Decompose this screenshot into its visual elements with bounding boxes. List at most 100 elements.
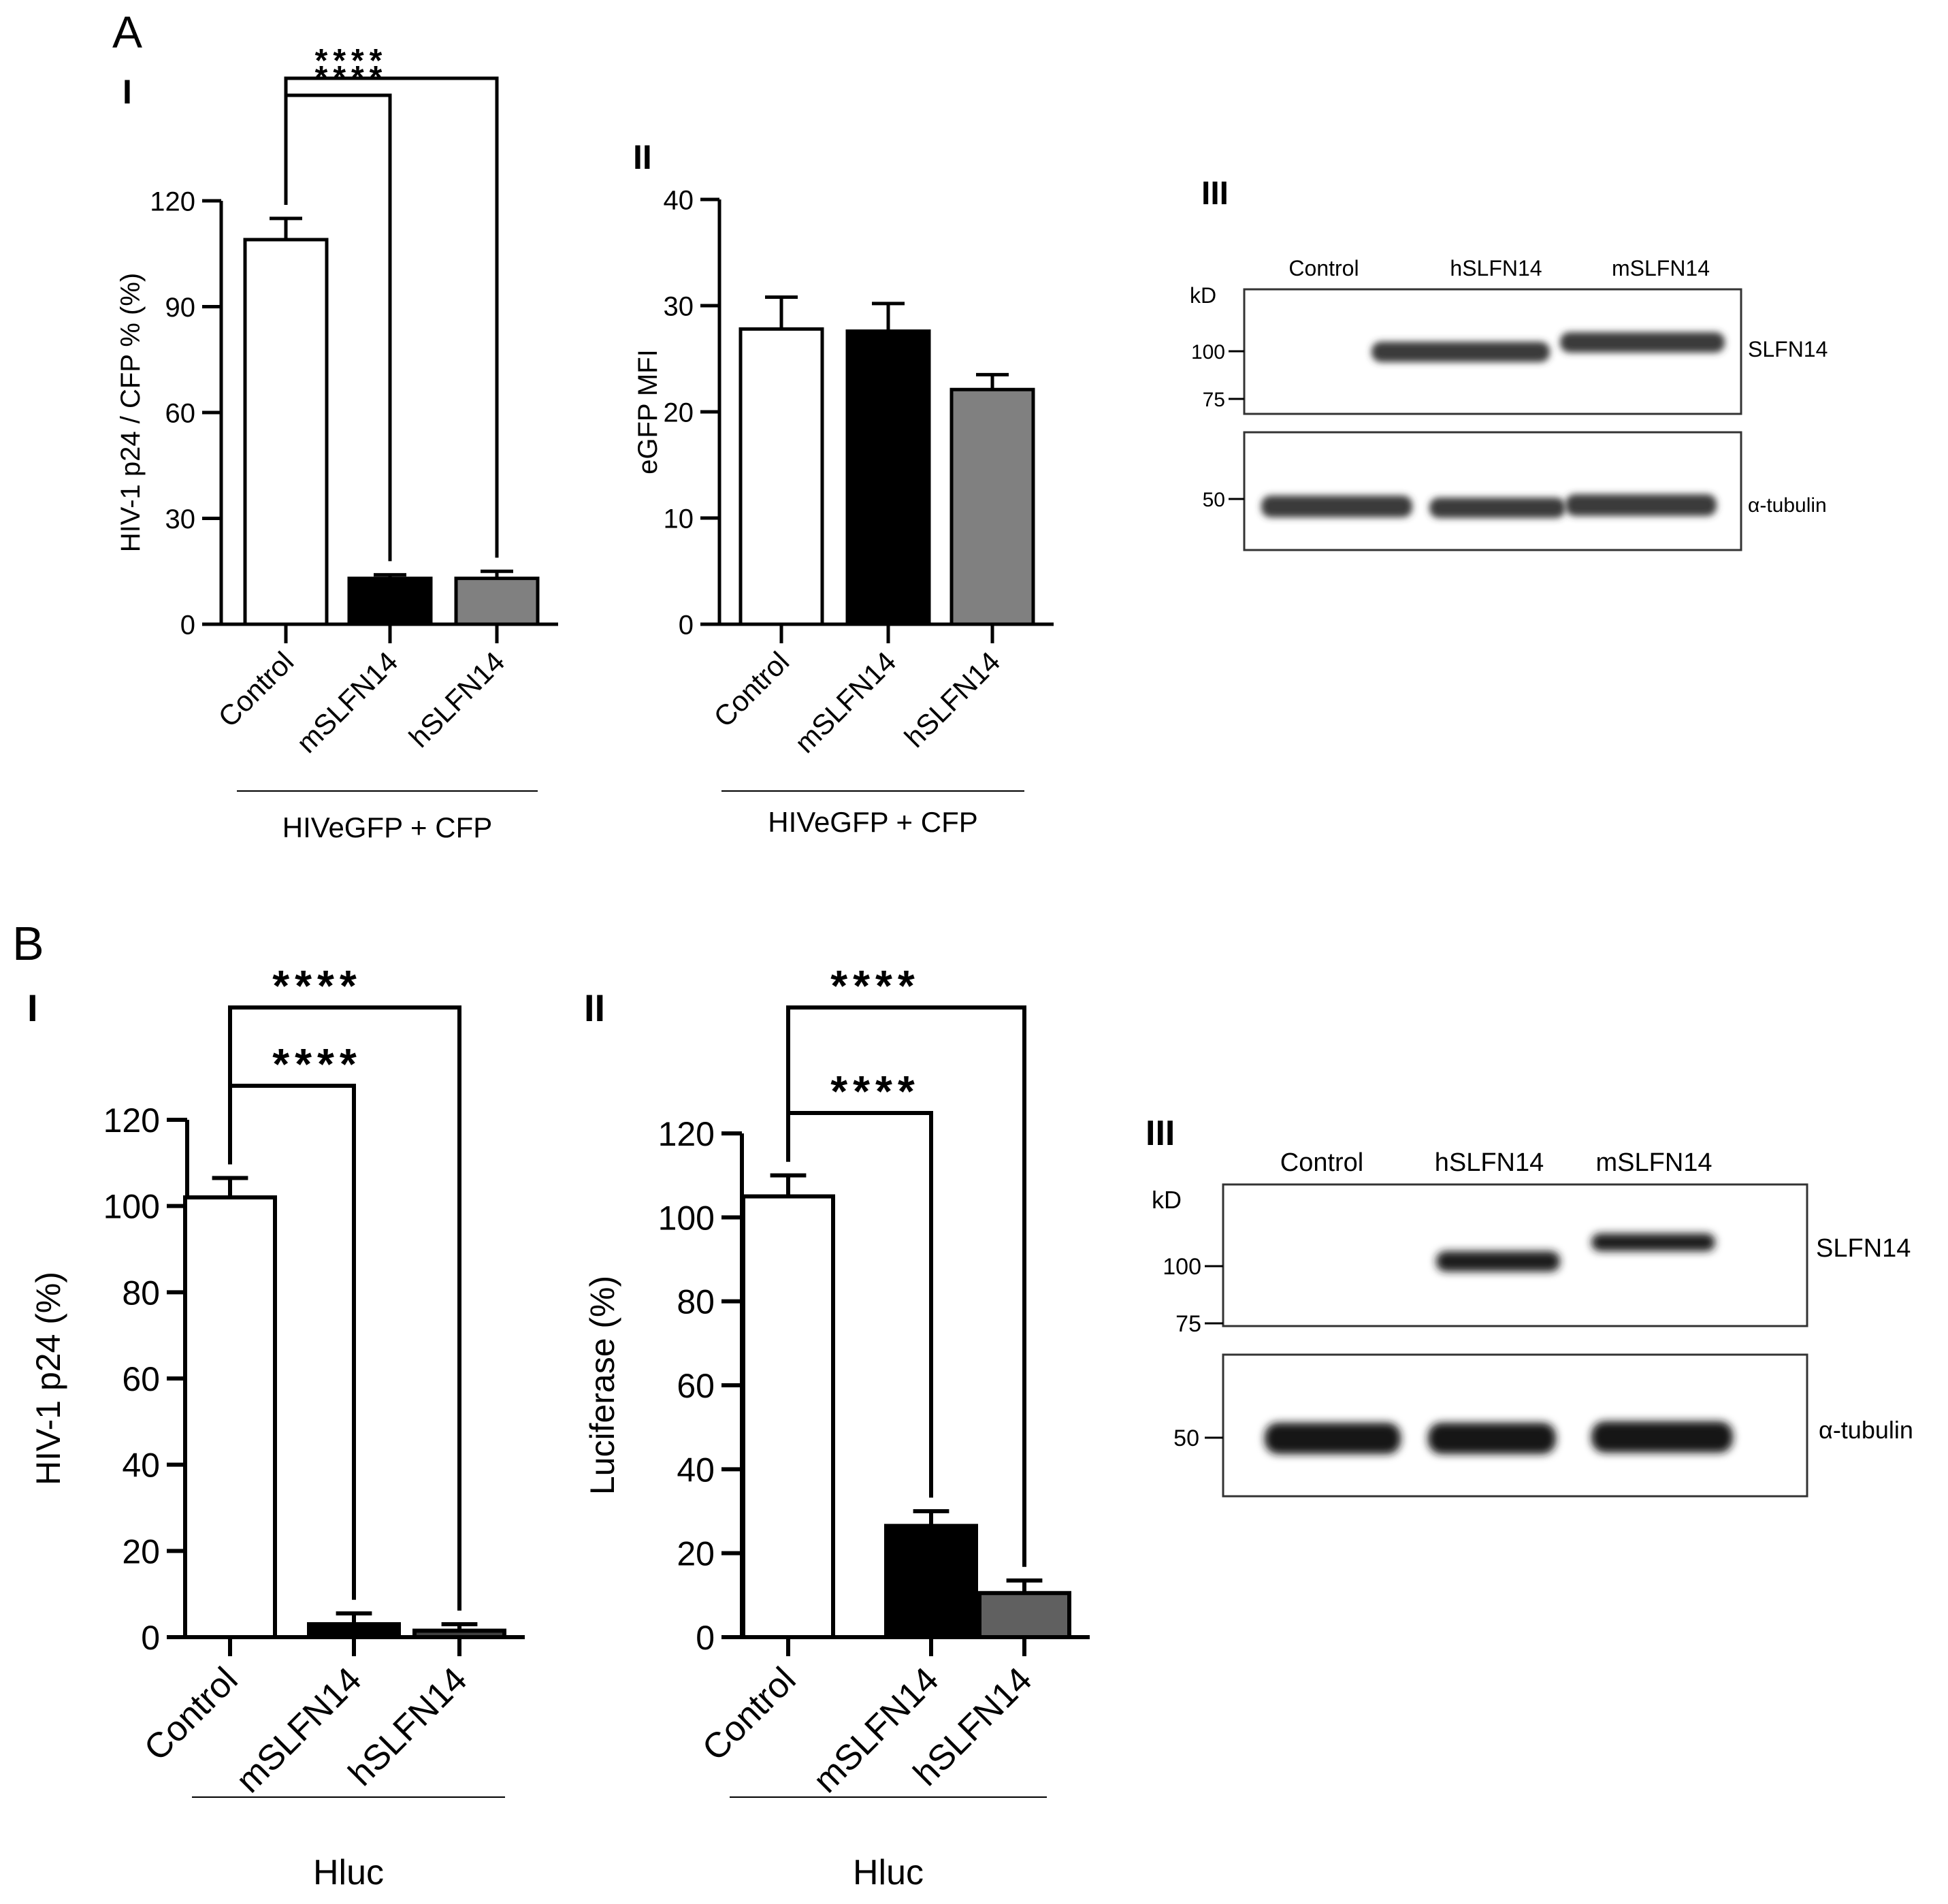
y-tick-label: 100 bbox=[103, 1188, 160, 1226]
blot-B-protein-slfn14: SLFN14 bbox=[1816, 1234, 1911, 1263]
bar-hslfn14 bbox=[977, 1591, 1071, 1639]
bar-mslfn14 bbox=[307, 1622, 401, 1639]
significance-stars: **** bbox=[272, 961, 362, 1010]
x-tick-label: mSLFN14 bbox=[290, 645, 404, 759]
blot-B-marker-100: 100 bbox=[1163, 1254, 1201, 1280]
y-tick-label: 0 bbox=[141, 1619, 160, 1657]
bar-hslfn14 bbox=[412, 1628, 506, 1639]
blot-B-marker-50: 50 bbox=[1173, 1425, 1199, 1451]
blot-A-band-slfn14-mslfn14 bbox=[1560, 332, 1725, 353]
y-axis-label: HIV-1 p24 (%) bbox=[29, 1272, 67, 1485]
y-tick-label: 40 bbox=[122, 1447, 160, 1485]
blot-A-bottom-membrane bbox=[1243, 431, 1742, 551]
blot-A-band-tubulin-hslfn14 bbox=[1429, 498, 1565, 518]
panel-B-I-label: I bbox=[27, 986, 38, 1029]
x-tick-label: mSLFN14 bbox=[788, 645, 902, 759]
panel-B-III-label: III bbox=[1146, 1114, 1175, 1153]
significance-stars: **** bbox=[830, 961, 920, 1010]
y-tick-label: 100 bbox=[658, 1199, 715, 1237]
y-tick-label: 120 bbox=[103, 1101, 160, 1140]
blot-A-kd: kD bbox=[1190, 283, 1216, 308]
blot-B-band-tubulin-control bbox=[1265, 1423, 1401, 1454]
blot-A-protein-slfn14: SLFN14 bbox=[1748, 337, 1828, 361]
y-tick-label: 60 bbox=[122, 1360, 160, 1398]
blot-B-lane-control: Control bbox=[1280, 1148, 1364, 1177]
bar-control bbox=[243, 238, 329, 626]
blot-B-kd: kD bbox=[1152, 1186, 1182, 1214]
group-label: Hluc bbox=[853, 1853, 924, 1892]
blot-A-lane-mslfn14: mSLFN14 bbox=[1612, 256, 1710, 280]
blot-A-protein-tubulin: α-tubulin bbox=[1748, 494, 1827, 517]
x-tick-label: hSLFN14 bbox=[898, 645, 1007, 754]
y-tick-label: 0 bbox=[679, 610, 694, 640]
y-tick-label: 60 bbox=[677, 1367, 715, 1405]
y-tick-label: 120 bbox=[150, 187, 195, 216]
significance-bracket bbox=[284, 76, 499, 558]
blot-A-band-tubulin-mslfn14 bbox=[1565, 494, 1717, 516]
y-tick-label: 20 bbox=[664, 398, 694, 427]
blot-B-protein-tubulin: α-tubulin bbox=[1819, 1416, 1913, 1444]
blot-B-lane-hslfn14: hSLFN14 bbox=[1435, 1148, 1544, 1177]
blot-B-band-slfn14-hslfn14 bbox=[1436, 1251, 1560, 1272]
significance-stars: **** bbox=[315, 43, 388, 79]
y-tick-label: 60 bbox=[165, 398, 196, 428]
y-tick-label: 80 bbox=[677, 1283, 715, 1321]
y-tick-label: 120 bbox=[658, 1115, 715, 1153]
bar-control bbox=[741, 1194, 835, 1639]
blot-A-marker-50: 50 bbox=[1203, 489, 1225, 511]
significance-stars: **** bbox=[272, 1039, 362, 1088]
significance-stars: **** bbox=[830, 1067, 920, 1116]
chart-A-I: 0 30 60 90 120 HIV-1 p24 / CFP % (%) ControlmS… bbox=[116, 43, 558, 843]
y-tick-label: 0 bbox=[696, 1619, 715, 1657]
panel-A-II-label: II bbox=[633, 138, 652, 176]
y-tick-label: 30 bbox=[165, 504, 196, 534]
bar-control bbox=[183, 1195, 277, 1639]
y-tick-label: 10 bbox=[664, 504, 694, 534]
x-tick-label: mSLFN14 bbox=[229, 1660, 370, 1801]
y-tick-label: 40 bbox=[677, 1451, 715, 1489]
x-tick-label: hSLFN14 bbox=[403, 645, 511, 754]
y-tick-label: 30 bbox=[664, 291, 694, 321]
y-tick-label: 80 bbox=[122, 1274, 160, 1312]
chart-B-I: 0 20 40 60 80 100 120 HIV-1 p24 (%) ControlmSLFN… bbox=[29, 961, 525, 1892]
significance-bracket bbox=[786, 1005, 1026, 1567]
blot-B-band-tubulin-mslfn14 bbox=[1591, 1421, 1733, 1453]
bar-hslfn14 bbox=[949, 387, 1035, 626]
blot-A-band-slfn14-hslfn14 bbox=[1371, 342, 1550, 362]
y-axis-label: Luciferase (%) bbox=[583, 1276, 621, 1495]
panel-A-III-label: III bbox=[1201, 176, 1229, 212]
panel-A-label: A bbox=[112, 7, 142, 57]
panel-A-I-label: I bbox=[123, 73, 132, 111]
blot-A-lane-control: Control bbox=[1288, 256, 1359, 280]
significance-bracket bbox=[228, 1005, 461, 1611]
blot-A-marker-75: 75 bbox=[1203, 389, 1225, 411]
blot-A-III: Control hSLFN14 mSLFN14 kD 100 75 SLFN14… bbox=[1190, 256, 1828, 551]
group-label: HIVeGFP + CFP bbox=[282, 811, 493, 843]
bar-hslfn14 bbox=[454, 577, 540, 626]
blot-B-band-slfn14-mslfn14 bbox=[1591, 1233, 1715, 1251]
blot-B-marker-75: 75 bbox=[1175, 1311, 1201, 1337]
y-tick-label: 20 bbox=[122, 1532, 160, 1570]
blot-A-lane-hslfn14: hSLFN14 bbox=[1450, 256, 1542, 280]
x-tick-label: Control bbox=[212, 645, 299, 733]
blot-B-III: Control hSLFN14 mSLFN14 kD 100 75 SLFN14… bbox=[1152, 1148, 1913, 1498]
y-tick-label: 0 bbox=[180, 610, 195, 640]
blot-A-band-tubulin-control bbox=[1261, 496, 1412, 517]
bar-mslfn14 bbox=[884, 1523, 978, 1639]
blot-B-band-tubulin-hslfn14 bbox=[1428, 1423, 1556, 1454]
y-tick-label: 40 bbox=[664, 185, 694, 215]
blot-B-lane-mslfn14: mSLFN14 bbox=[1595, 1148, 1712, 1177]
bar-mslfn14 bbox=[845, 329, 931, 626]
y-axis-label: eGFP MFI bbox=[633, 349, 663, 474]
y-tick-label: 20 bbox=[677, 1535, 715, 1573]
bar-control bbox=[738, 327, 824, 626]
group-label: HIVeGFP + CFP bbox=[768, 806, 978, 838]
panel-B-II-label: II bbox=[584, 986, 605, 1029]
x-tick-label: Control bbox=[137, 1660, 246, 1769]
x-tick-label: Control bbox=[707, 645, 795, 733]
group-label: Hluc bbox=[313, 1853, 384, 1892]
blot-A-marker-100: 100 bbox=[1191, 341, 1225, 364]
